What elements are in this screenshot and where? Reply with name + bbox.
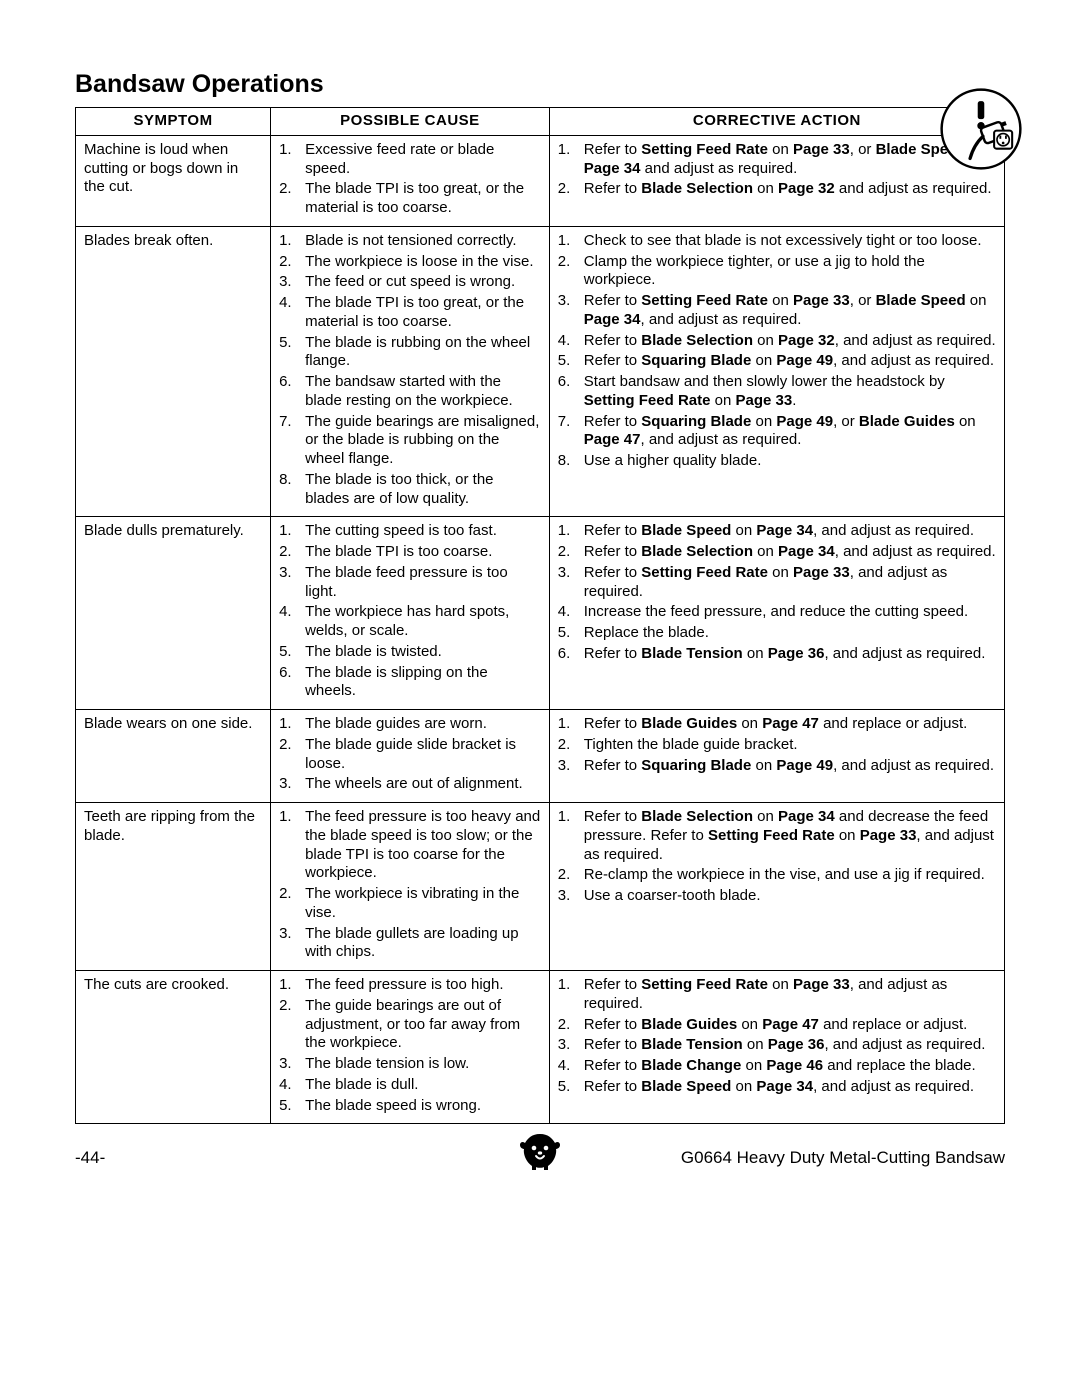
action-item: Replace the blade. bbox=[558, 624, 996, 643]
symptom-cell: Teeth are ripping from the blade. bbox=[76, 803, 271, 971]
cause-item: The workpiece has hard spots, welds, or … bbox=[279, 603, 541, 641]
cause-item: The blade TPI is too great, or the mater… bbox=[279, 180, 541, 218]
action-item: Refer to Blade Speed on Page 34, and adj… bbox=[558, 1078, 996, 1097]
section-title: Bandsaw Operations bbox=[75, 70, 1005, 99]
action-item: Refer to Blade Selection on Page 34, and… bbox=[558, 543, 996, 562]
action-item: Refer to Setting Feed Rate on Page 33, o… bbox=[558, 292, 996, 330]
action-item: Refer to Blade Guides on Page 47 and rep… bbox=[558, 715, 996, 734]
action-item: Increase the feed pressure, and reduce t… bbox=[558, 603, 996, 622]
action-item: Refer to Setting Feed Rate on Page 33, a… bbox=[558, 976, 996, 1014]
action-cell: Refer to Setting Feed Rate on Page 33, a… bbox=[549, 971, 1004, 1124]
cause-item: The blade tension is low. bbox=[279, 1055, 541, 1074]
cause-item: The blade gullets are loading up with ch… bbox=[279, 925, 541, 963]
cause-cell: The cutting speed is too fast. The blade … bbox=[271, 517, 550, 710]
action-item: Refer to Squaring Blade on Page 49, or B… bbox=[558, 413, 996, 451]
action-item: Refer to Squaring Blade on Page 49, and … bbox=[558, 352, 996, 371]
action-item: Use a coarser-tooth blade. bbox=[558, 887, 996, 906]
action-item: Refer to Blade Speed on Page 34, and adj… bbox=[558, 522, 996, 541]
cause-cell: Blade is not tensioned correctly. The wor… bbox=[271, 226, 550, 517]
cause-item: The blade is too thick, or the blades ar… bbox=[279, 471, 541, 509]
cause-cell: The feed pressure is too high. The guide … bbox=[271, 971, 550, 1124]
action-cell: Refer to Blade Selection on Page 34 and … bbox=[549, 803, 1004, 971]
footer: -44- G0664 Heavy Duty Metal-Cutting Band… bbox=[75, 1148, 1005, 1168]
table-row: Blades break often.Blade is not tensione… bbox=[76, 226, 1005, 517]
action-item: Use a higher quality blade. bbox=[558, 452, 996, 471]
action-item: Refer to Blade Selection on Page 34 and … bbox=[558, 808, 996, 864]
cause-item: The guide bearings are out of adjustment… bbox=[279, 997, 541, 1053]
col-action: CORRECTIVE ACTION bbox=[549, 108, 1004, 136]
cause-item: Excessive feed rate or blade speed. bbox=[279, 141, 541, 179]
symptom-cell: Blade dulls prematurely. bbox=[76, 517, 271, 710]
cause-item: The blade is dull. bbox=[279, 1076, 541, 1095]
table-row: The cuts are crooked.The feed pressure i… bbox=[76, 971, 1005, 1124]
action-cell: Check to see that blade is not excessive… bbox=[549, 226, 1004, 517]
action-item: Refer to Squaring Blade on Page 49, and … bbox=[558, 757, 996, 776]
symptom-cell: Machine is loud when cutting or bogs dow… bbox=[76, 135, 271, 226]
cause-item: The guide bearings are misaligned, or th… bbox=[279, 413, 541, 469]
cause-item: The blade guide slide bracket is loose. bbox=[279, 736, 541, 774]
cause-item: The workpiece is loose in the vise. bbox=[279, 253, 541, 272]
cause-item: The blade is slipping on the wheels. bbox=[279, 664, 541, 702]
cause-item: The feed or cut speed is wrong. bbox=[279, 273, 541, 292]
table-row: Blade dulls prematurely.The cutting spee… bbox=[76, 517, 1005, 710]
action-cell: Refer to Setting Feed Rate on Page 33, o… bbox=[549, 135, 1004, 226]
action-item: Refer to Setting Feed Rate on Page 33, a… bbox=[558, 564, 996, 602]
cause-item: The workpiece is vibrating in the vise. bbox=[279, 885, 541, 923]
cause-item: The blade speed is wrong. bbox=[279, 1097, 541, 1116]
action-cell: Refer to Blade Speed on Page 34, and adj… bbox=[549, 517, 1004, 710]
col-cause: POSSIBLE CAUSE bbox=[271, 108, 550, 136]
cause-item: The bandsaw started with the blade resti… bbox=[279, 373, 541, 411]
action-item: Refer to Blade Guides on Page 47 and rep… bbox=[558, 1016, 996, 1035]
caution-unplug-icon bbox=[940, 88, 1022, 170]
cause-item: The blade TPI is too great, or the mater… bbox=[279, 294, 541, 332]
table-row: Teeth are ripping from the blade.The fee… bbox=[76, 803, 1005, 971]
action-item: Re-clamp the workpiece in the vise, and … bbox=[558, 866, 996, 885]
cause-cell: The feed pressure is too heavy and the b… bbox=[271, 803, 550, 971]
troubleshooting-table: SYMPTOM POSSIBLE CAUSE CORRECTIVE ACTION… bbox=[75, 107, 1005, 1124]
col-symptom: SYMPTOM bbox=[76, 108, 271, 136]
cause-item: The wheels are out of alignment. bbox=[279, 775, 541, 794]
table-row: Blade wears on one side.The blade guides… bbox=[76, 710, 1005, 803]
table-row: Machine is loud when cutting or bogs dow… bbox=[76, 135, 1005, 226]
table-header-row: SYMPTOM POSSIBLE CAUSE CORRECTIVE ACTION bbox=[76, 108, 1005, 136]
action-item: Clamp the workpiece tighter, or use a ji… bbox=[558, 253, 996, 291]
bear-logo-icon bbox=[518, 1132, 562, 1172]
symptom-cell: The cuts are crooked. bbox=[76, 971, 271, 1124]
action-item: Start bandsaw and then slowly lower the … bbox=[558, 373, 996, 411]
symptom-cell: Blade wears on one side. bbox=[76, 710, 271, 803]
action-item: Refer to Blade Tension on Page 36, and a… bbox=[558, 645, 996, 664]
page: Bandsaw Operations SYMPTOM POSSIBLE CAUS… bbox=[0, 0, 1080, 1208]
cause-item: The blade is rubbing on the wheel flange… bbox=[279, 334, 541, 372]
symptom-cell: Blades break often. bbox=[76, 226, 271, 517]
cause-item: The blade is twisted. bbox=[279, 643, 541, 662]
cause-item: Blade is not tensioned correctly. bbox=[279, 232, 541, 251]
action-item: Refer to Blade Tension on Page 36, and a… bbox=[558, 1036, 996, 1055]
doc-title: G0664 Heavy Duty Metal-Cutting Bandsaw bbox=[681, 1148, 1005, 1168]
page-number: -44- bbox=[75, 1148, 105, 1168]
cause-cell: Excessive feed rate or blade speed.The b… bbox=[271, 135, 550, 226]
cause-item: The feed pressure is too high. bbox=[279, 976, 541, 995]
action-item: Check to see that blade is not excessive… bbox=[558, 232, 996, 251]
cause-item: The blade TPI is too coarse. bbox=[279, 543, 541, 562]
action-cell: Refer to Blade Guides on Page 47 and rep… bbox=[549, 710, 1004, 803]
cause-item: The blade guides are worn. bbox=[279, 715, 541, 734]
action-item: Refer to Blade Selection on Page 32 and … bbox=[558, 180, 996, 199]
cause-item: The blade feed pressure is too light. bbox=[279, 564, 541, 602]
cause-item: The cutting speed is too fast. bbox=[279, 522, 541, 541]
action-item: Tighten the blade guide bracket. bbox=[558, 736, 996, 755]
cause-cell: The blade guides are worn. The blade guid… bbox=[271, 710, 550, 803]
action-item: Refer to Setting Feed Rate on Page 33, o… bbox=[558, 141, 996, 179]
cause-item: The feed pressure is too heavy and the b… bbox=[279, 808, 541, 883]
action-item: Refer to Blade Change on Page 46 and rep… bbox=[558, 1057, 996, 1076]
action-item: Refer to Blade Selection on Page 32, and… bbox=[558, 332, 996, 351]
